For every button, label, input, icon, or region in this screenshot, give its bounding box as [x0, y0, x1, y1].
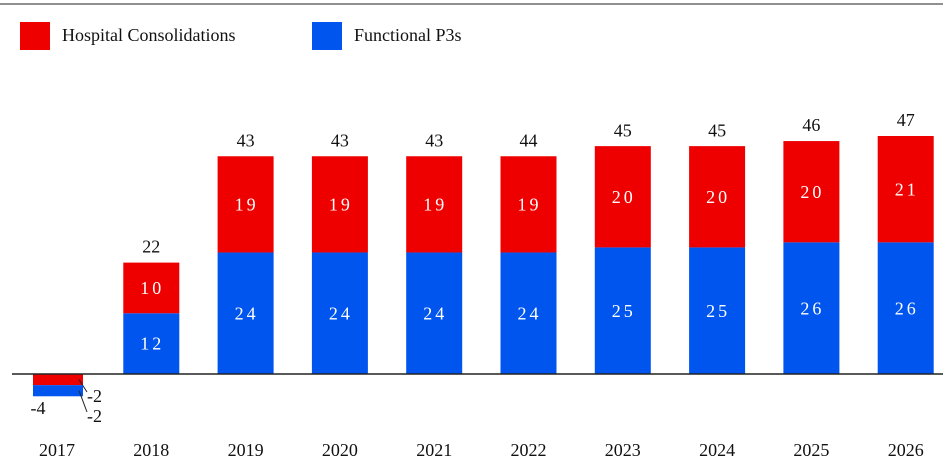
- bar-segment: [311, 156, 368, 253]
- bar-segment: [311, 252, 368, 374]
- x-tick-label: 2017: [39, 440, 75, 460]
- bar-segment: [689, 247, 746, 374]
- segment-label: 19: [235, 194, 259, 214]
- segment-label: 19: [423, 194, 447, 214]
- bar-segment: [123, 262, 180, 314]
- x-tick-label: 2021: [416, 440, 452, 460]
- segment-label: 25: [612, 301, 636, 321]
- bar-segment: [783, 242, 840, 374]
- segment-label: -2: [87, 406, 102, 426]
- bar-segment: [877, 136, 934, 243]
- x-tick-label: 2019: [228, 440, 264, 460]
- x-tick-label: 2024: [699, 440, 735, 460]
- legend-swatch: [312, 22, 342, 50]
- total-label: 45: [708, 120, 726, 140]
- legend-label: Functional P3s: [354, 25, 462, 45]
- total-label: 44: [520, 130, 538, 150]
- total-label: 43: [237, 130, 255, 150]
- segment-label: 26: [800, 298, 824, 318]
- bar-segment: [783, 141, 840, 243]
- segment-label: 21: [895, 179, 919, 199]
- bar-segment: [33, 385, 83, 397]
- segment-label: 19: [518, 194, 542, 214]
- segment-label: 20: [800, 182, 824, 202]
- bar-segment: [217, 252, 274, 374]
- bar-segment: [406, 252, 463, 374]
- bar-segment: [33, 374, 83, 386]
- segment-label: 24: [235, 303, 259, 323]
- segment-label: 24: [329, 303, 353, 323]
- segment-label: 25: [706, 301, 730, 321]
- x-tick-label: 2022: [511, 440, 547, 460]
- segment-label: 24: [423, 303, 447, 323]
- legend-label: Hospital Consolidations: [62, 25, 236, 45]
- x-tick-label: 2023: [605, 440, 641, 460]
- total-label: 47: [897, 110, 915, 130]
- segment-label: 10: [140, 278, 164, 298]
- total-label: 43: [425, 130, 443, 150]
- bar-segment: [689, 146, 746, 248]
- bar-segment: [217, 156, 274, 253]
- segment-label: 19: [329, 194, 353, 214]
- segment-label: 20: [706, 187, 730, 207]
- total-label: 22: [142, 237, 160, 257]
- total-label: 46: [802, 115, 820, 135]
- x-tick-label: 2020: [322, 440, 358, 460]
- bar-segment: [123, 313, 180, 374]
- legend-swatch: [20, 22, 50, 50]
- x-tick-label: 2025: [793, 440, 829, 460]
- segment-label: 12: [140, 334, 164, 354]
- segment-label: 24: [518, 303, 542, 323]
- total-label: 43: [331, 130, 349, 150]
- bar-segment: [500, 252, 557, 374]
- bar-segment: [406, 156, 463, 253]
- bar-segment: [877, 242, 934, 374]
- x-tick-label: 2026: [888, 440, 924, 460]
- bar-segment: [500, 156, 557, 253]
- segment-label: -2: [87, 386, 102, 406]
- segment-label: 20: [612, 187, 636, 207]
- leader-line: [78, 390, 88, 413]
- segment-label: 26: [895, 298, 919, 318]
- bar-segment: [594, 146, 651, 248]
- x-tick-label: 2018: [133, 440, 169, 460]
- bar-segment: [594, 247, 651, 374]
- total-label: 45: [614, 120, 632, 140]
- total-label: -4: [31, 398, 46, 418]
